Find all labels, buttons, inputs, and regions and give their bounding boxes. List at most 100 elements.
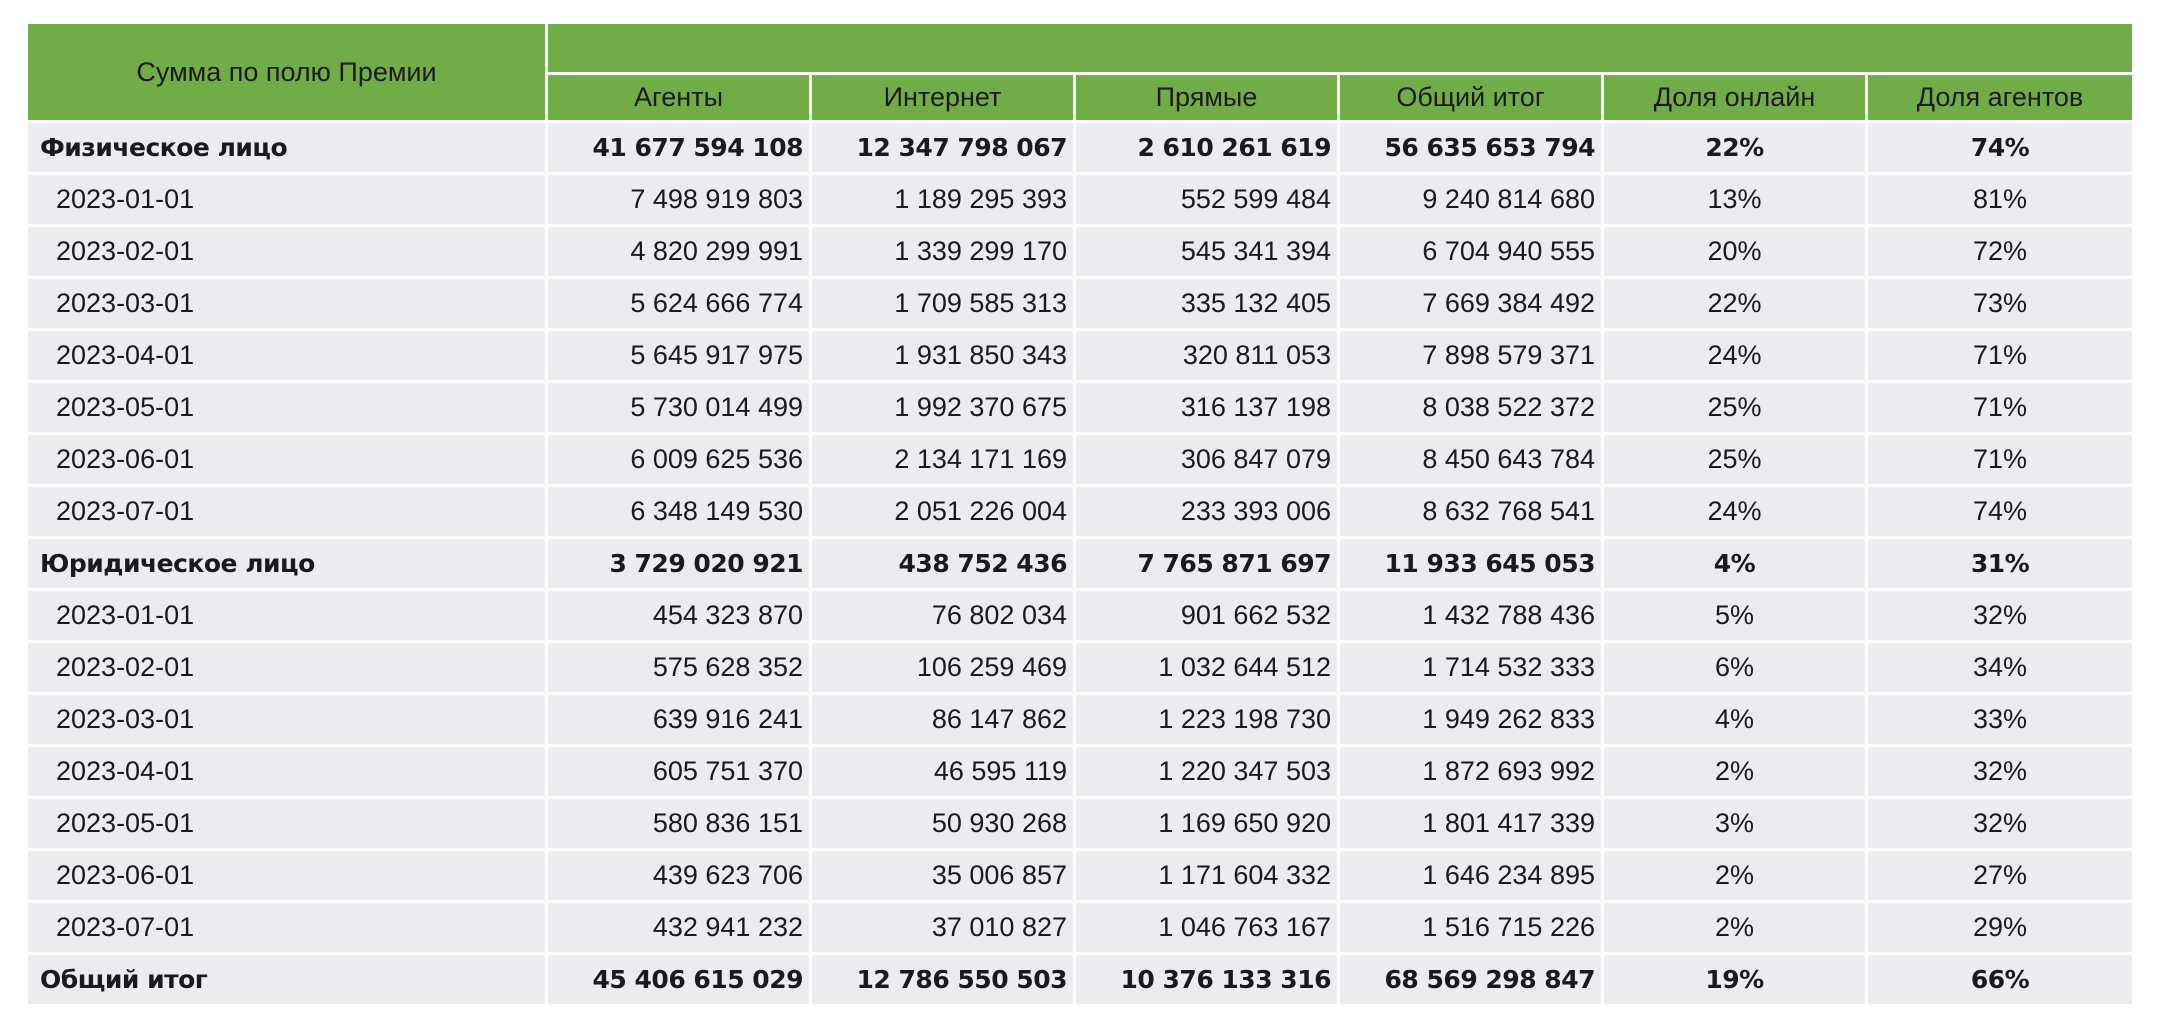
cell-agents: 639 916 241 — [548, 692, 812, 744]
row-label: 2023-03-01 — [28, 276, 548, 328]
cell-agents: 3 729 020 921 — [548, 536, 812, 588]
cell-agents-share: 32% — [1868, 588, 2132, 640]
cell-agents-share: 34% — [1868, 640, 2132, 692]
column-header-agents: Агенты — [548, 72, 812, 120]
cell-grand-total: 68 569 298 847 — [1340, 952, 1604, 1004]
cell-direct: 233 393 006 — [1076, 484, 1340, 536]
cell-grand-total: 8 038 522 372 — [1340, 380, 1604, 432]
header-row-top: Сумма по полю Премии — [28, 24, 2132, 120]
pivot-table: Сумма по полю Премии Агенты Интернет Пря… — [28, 24, 2132, 1004]
cell-agents: 580 836 151 — [548, 796, 812, 848]
row-label: 2023-05-01 — [28, 796, 548, 848]
cell-direct: 2 610 261 619 — [1076, 120, 1340, 172]
cell-grand-total: 56 635 653 794 — [1340, 120, 1604, 172]
table-row: 2023-03-01 639 916 241 86 147 862 1 223 198… — [28, 692, 2132, 744]
cell-agents-share: 71% — [1868, 380, 2132, 432]
cell-online-share: 2% — [1604, 744, 1868, 796]
column-group-header — [548, 24, 2132, 72]
cell-agents: 41 677 594 108 — [548, 120, 812, 172]
cell-direct: 1 220 347 503 — [1076, 744, 1340, 796]
cell-internet: 2 051 226 004 — [812, 484, 1076, 536]
cell-direct: 1 169 650 920 — [1076, 796, 1340, 848]
cell-internet: 438 752 436 — [812, 536, 1076, 588]
cell-internet: 46 595 119 — [812, 744, 1076, 796]
row-label: 2023-04-01 — [28, 744, 548, 796]
cell-agents: 5 624 666 774 — [548, 276, 812, 328]
cell-agents-share: 74% — [1868, 484, 2132, 536]
cell-internet: 86 147 862 — [812, 692, 1076, 744]
cell-agents: 575 628 352 — [548, 640, 812, 692]
cell-agents: 4 820 299 991 — [548, 224, 812, 276]
cell-agents-share: 33% — [1868, 692, 2132, 744]
table-row: 2023-05-01 580 836 151 50 930 268 1 169 650… — [28, 796, 2132, 848]
row-label: 2023-04-01 — [28, 328, 548, 380]
cell-grand-total: 1 516 715 226 — [1340, 900, 1604, 952]
cell-direct: 1 223 198 730 — [1076, 692, 1340, 744]
row-label: 2023-02-01 — [28, 224, 548, 276]
cell-online-share: 4% — [1604, 536, 1868, 588]
cell-agents-share: 32% — [1868, 744, 2132, 796]
cell-internet: 12 786 550 503 — [812, 952, 1076, 1004]
cell-agents: 7 498 919 803 — [548, 172, 812, 224]
cell-grand-total: 1 714 532 333 — [1340, 640, 1604, 692]
row-label: 2023-07-01 — [28, 484, 548, 536]
cell-direct: 1 046 763 167 — [1076, 900, 1340, 952]
cell-agents-share: 74% — [1868, 120, 2132, 172]
cell-grand-total: 9 240 814 680 — [1340, 172, 1604, 224]
cell-online-share: 25% — [1604, 432, 1868, 484]
cell-online-share: 13% — [1604, 172, 1868, 224]
cell-agents-share: 32% — [1868, 796, 2132, 848]
cell-internet: 12 347 798 067 — [812, 120, 1076, 172]
cell-agents: 439 623 706 — [548, 848, 812, 900]
table-row: 2023-01-01 7 498 919 803 1 189 295 393 552 … — [28, 172, 2132, 224]
table-row: 2023-02-01 4 820 299 991 1 339 299 170 545 … — [28, 224, 2132, 276]
cell-online-share: 24% — [1604, 484, 1868, 536]
cell-agents-share: 71% — [1868, 328, 2132, 380]
cell-grand-total: 1 801 417 339 — [1340, 796, 1604, 848]
cell-direct: 1 032 644 512 — [1076, 640, 1340, 692]
table-row: 2023-06-01 6 009 625 536 2 134 171 169 306 … — [28, 432, 2132, 484]
cell-internet: 106 259 469 — [812, 640, 1076, 692]
cell-direct: 316 137 198 — [1076, 380, 1340, 432]
header-row-columns: Агенты Интернет Прямые Общий итог Доля о… — [28, 72, 2132, 120]
cell-grand-total: 7 898 579 371 — [1340, 328, 1604, 380]
row-label: Юридическое лицо — [28, 536, 548, 588]
cell-grand-total: 1 646 234 895 — [1340, 848, 1604, 900]
row-label: Физическое лицо — [28, 120, 548, 172]
cell-grand-total: 8 450 643 784 — [1340, 432, 1604, 484]
cell-agents: 454 323 870 — [548, 588, 812, 640]
row-label: 2023-05-01 — [28, 380, 548, 432]
table-row: 2023-04-01 605 751 370 46 595 119 1 220 347… — [28, 744, 2132, 796]
cell-grand-total: 11 933 645 053 — [1340, 536, 1604, 588]
group-row: Юридическое лицо 3 729 020 921 438 752 436… — [28, 536, 2132, 588]
row-label: 2023-06-01 — [28, 432, 548, 484]
cell-online-share: 25% — [1604, 380, 1868, 432]
table-body: Физическое лицо 41 677 594 108 12 347 798 … — [28, 120, 2132, 1004]
row-label: 2023-03-01 — [28, 692, 548, 744]
cell-direct: 306 847 079 — [1076, 432, 1340, 484]
cell-online-share: 2% — [1604, 848, 1868, 900]
row-label: 2023-07-01 — [28, 900, 548, 952]
cell-agents: 6 348 149 530 — [548, 484, 812, 536]
row-label: 2023-01-01 — [28, 588, 548, 640]
cell-agents-share: 66% — [1868, 952, 2132, 1004]
cell-internet: 1 189 295 393 — [812, 172, 1076, 224]
cell-direct: 10 376 133 316 — [1076, 952, 1340, 1004]
cell-agents-share: 27% — [1868, 848, 2132, 900]
cell-agents: 5 645 917 975 — [548, 328, 812, 380]
column-header-direct: Прямые — [1076, 72, 1340, 120]
cell-online-share: 19% — [1604, 952, 1868, 1004]
cell-internet: 35 006 857 — [812, 848, 1076, 900]
cell-online-share: 20% — [1604, 224, 1868, 276]
table-row: 2023-07-01 6 348 149 530 2 051 226 004 233 … — [28, 484, 2132, 536]
cell-grand-total: 1 949 262 833 — [1340, 692, 1604, 744]
row-label: 2023-01-01 — [28, 172, 548, 224]
cell-direct: 1 171 604 332 — [1076, 848, 1340, 900]
cell-agents-share: 73% — [1868, 276, 2132, 328]
cell-online-share: 3% — [1604, 796, 1868, 848]
cell-direct: 552 599 484 — [1076, 172, 1340, 224]
cell-internet: 1 931 850 343 — [812, 328, 1076, 380]
table-header: Сумма по полю Премии Агенты Интернет Пря… — [28, 24, 2132, 120]
cell-internet: 2 134 171 169 — [812, 432, 1076, 484]
cell-grand-total: 6 704 940 555 — [1340, 224, 1604, 276]
